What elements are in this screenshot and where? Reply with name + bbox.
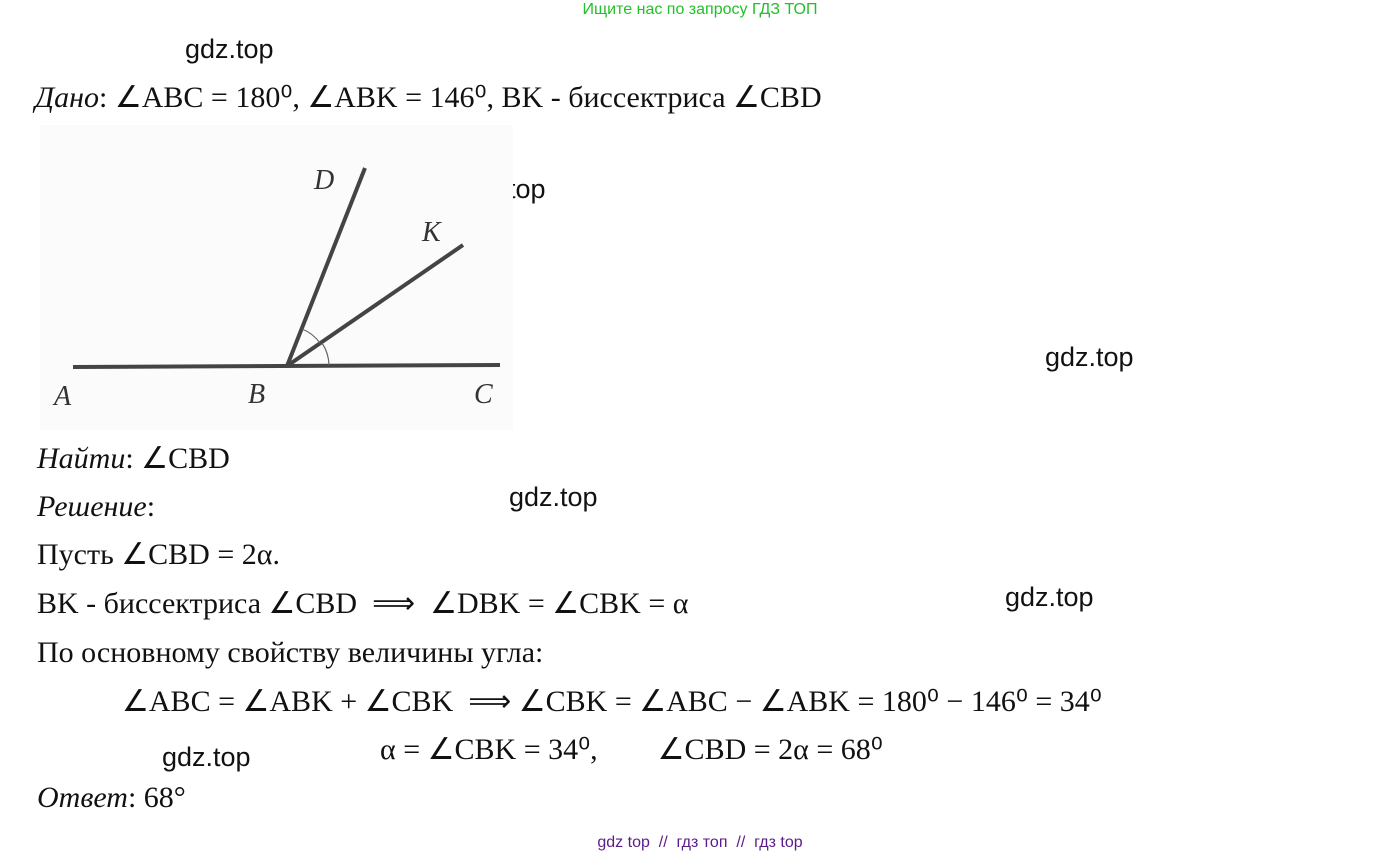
watermark: gdz.top (1005, 582, 1094, 612)
solution-line: Пусть ∠CBD = 2α. (37, 538, 280, 571)
banner: Ищите нас по запросу ГДЗ ТОП (582, 1, 818, 18)
solution-text: : (146, 490, 156, 523)
solution-line: BK - биссектриса ∠CBD ⟹ ∠DBK = ∠CBK = α (37, 587, 689, 620)
solution-line: ∠ABC = ∠ABK + ∠CBK ⟹ ∠CBK = ∠ABC − ∠ABK … (122, 685, 1102, 718)
ray-ac (72, 363, 501, 369)
answer-text: : 68° (127, 781, 186, 814)
find: Найти: ∠CBD (37, 441, 230, 477)
point-label: A (52, 381, 72, 412)
watermark: gdz.top (185, 34, 274, 64)
solution: Решение: (37, 489, 155, 525)
solution-label: Решение (37, 490, 147, 523)
given-text: : ∠ABC = 180⁰, ∠ABK = 146⁰, BK - биссект… (98, 81, 822, 114)
ray-bk (285, 243, 465, 368)
angle-arc (321, 342, 330, 366)
watermark: gdz.top (509, 482, 598, 512)
given-label: Дано (35, 81, 99, 114)
angle-arc (301, 328, 321, 344)
solution-line: α = ∠CBK = 34⁰, ∠CBD = 2α = 68⁰ (380, 733, 883, 766)
footer: gdz top // гдз топ // гдз top (597, 834, 803, 851)
find-label: Найти (37, 442, 126, 475)
point-label: C (474, 379, 493, 410)
point-label: K (421, 217, 442, 248)
given: Дано: ∠ABC = 180⁰, ∠ABK = 146⁰, BK - бис… (35, 80, 822, 116)
figure-bg (40, 125, 513, 430)
answer-label: Ответ (37, 781, 128, 814)
find-text: : ∠CBD (125, 442, 230, 475)
answer: Ответ: 68° (37, 780, 186, 816)
point-label: D (313, 165, 334, 196)
watermark: gdz.top (162, 742, 251, 772)
ray-bd (285, 167, 367, 367)
point-label: B (248, 379, 265, 410)
watermark: gdz.top (1045, 342, 1134, 372)
figure: D K A B C (40, 125, 513, 430)
solution-line: По основному свойству величины угла: (37, 636, 544, 669)
